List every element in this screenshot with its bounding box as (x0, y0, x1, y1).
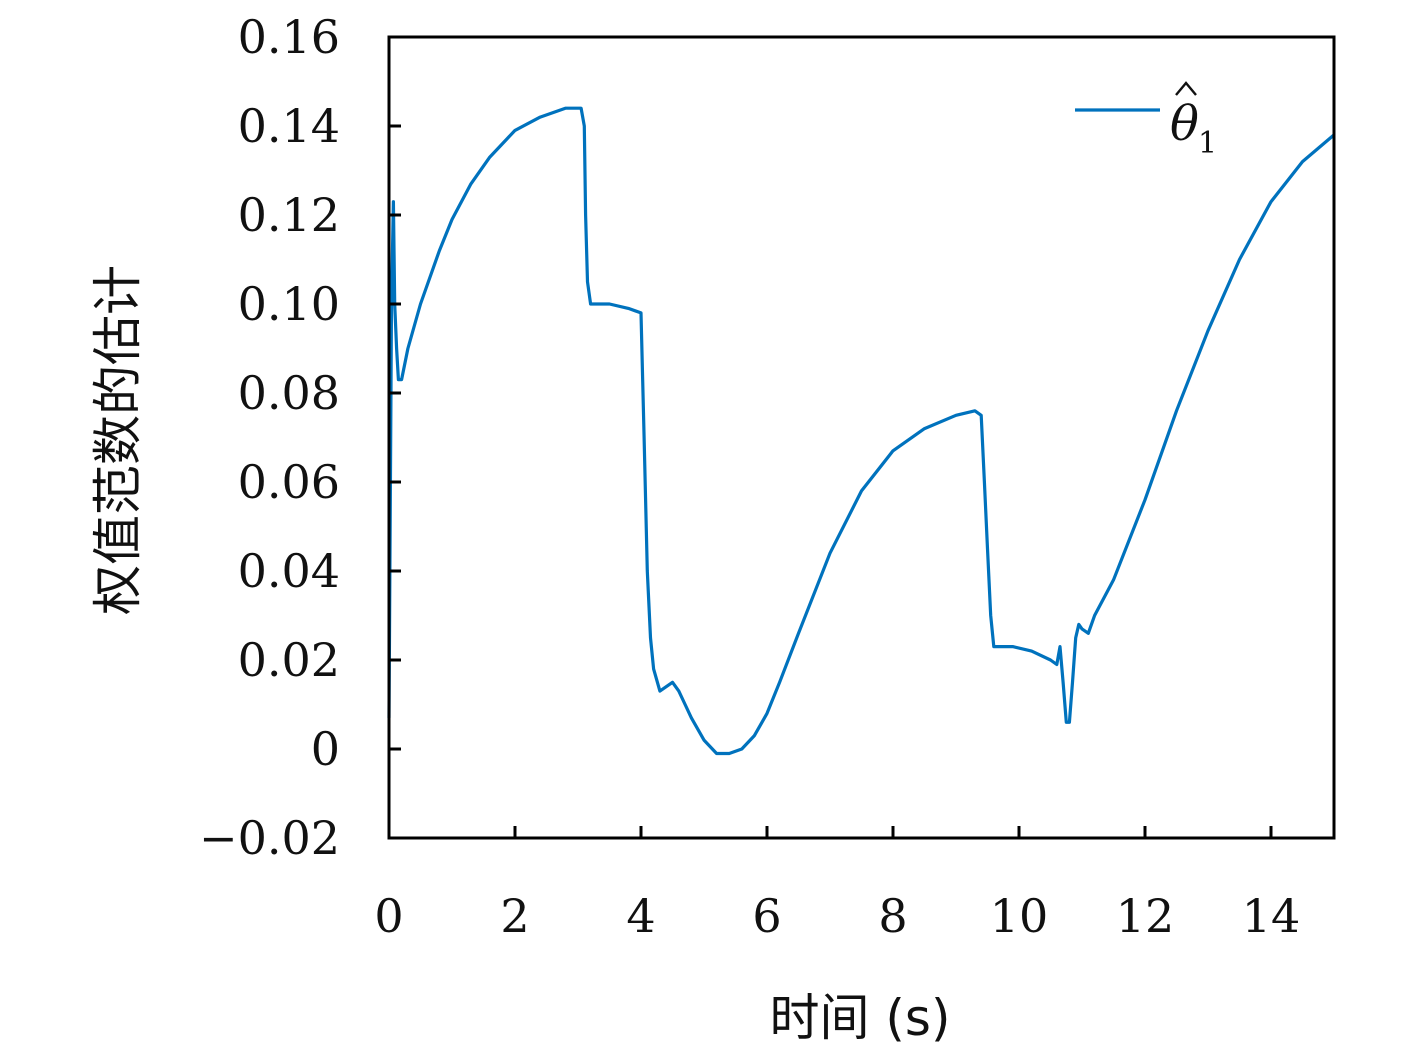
legend-label-subscript: 1 (1198, 126, 1217, 161)
legend: θ 1 (1075, 81, 1217, 161)
y-tick-label: 0.14 (238, 99, 340, 153)
y-axis-title: 权值范数的估计 (89, 265, 147, 615)
x-tick-label: 14 (1242, 889, 1301, 943)
y-tick-label: 0 (311, 722, 340, 776)
x-tick-label: 10 (990, 889, 1049, 943)
legend-label-theta1: θ (1170, 96, 1199, 152)
plot-area (387, 106, 1336, 756)
x-tick-label: 0 (374, 889, 403, 943)
x-tick-label: 6 (752, 889, 781, 943)
y-tick-label: 0.16 (238, 10, 340, 64)
x-tick-label: 2 (500, 889, 529, 943)
series-line-theta1 (387, 106, 1336, 756)
y-tick-label: 0.12 (238, 188, 340, 242)
x-tick-label: 4 (626, 889, 655, 943)
y-tick-label: 0.08 (238, 366, 340, 420)
x-tick-label: 8 (878, 889, 907, 943)
y-axis-ticks: −0.02 0 0.02 0.04 0.06 0.08 0.10 0.12 0.14 0.16 (199, 10, 401, 865)
y-tick-label: 0.02 (238, 633, 340, 687)
x-axis-title: 时间 (s) (770, 989, 951, 1047)
y-tick-label: 0.06 (238, 455, 340, 509)
axes-frame (387, 35, 1336, 840)
y-tick-label: 0.10 (238, 277, 340, 331)
hat-icon (1175, 81, 1197, 96)
y-tick-label: 0.04 (238, 544, 340, 598)
y-tick-label: −0.02 (199, 811, 340, 865)
x-axis-ticks: 0 2 4 6 8 10 12 14 (374, 826, 1300, 943)
x-tick-label: 12 (1116, 889, 1175, 943)
